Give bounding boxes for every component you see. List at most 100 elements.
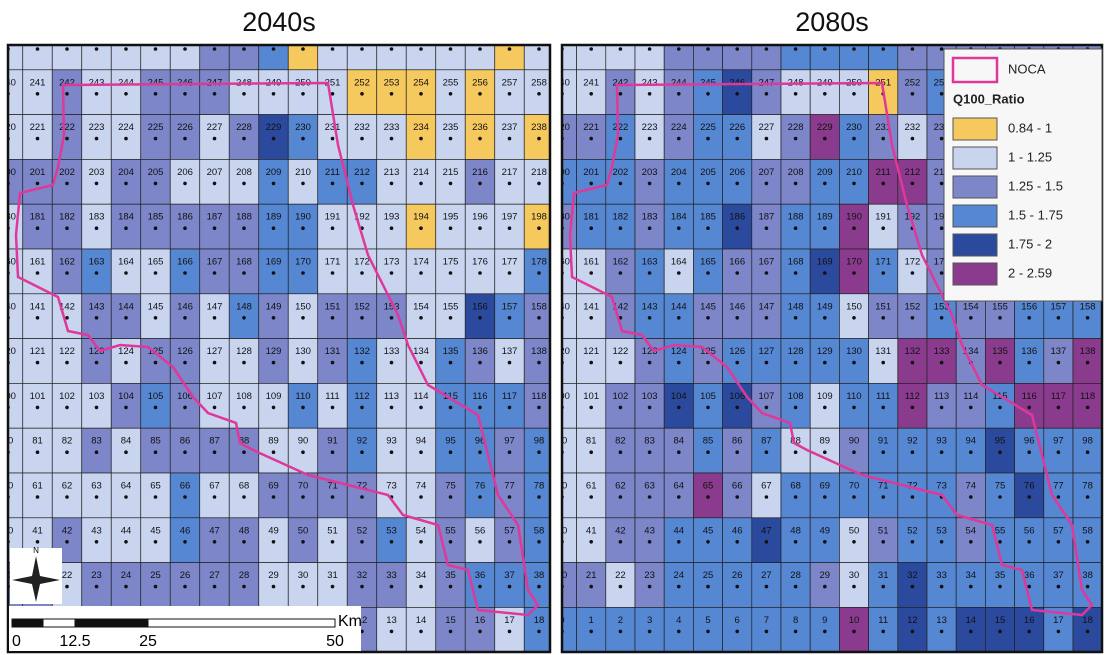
cell-label: 158 — [1080, 301, 1096, 312]
legend-label: 1 - 1.25 — [1008, 149, 1052, 164]
cell-label: 54 — [416, 525, 427, 536]
cell-label: 216 — [472, 167, 488, 178]
cell-centroid — [330, 92, 335, 96]
cell-label: 246 — [177, 77, 193, 88]
cell-label: 174 — [413, 257, 429, 268]
cell-label: 68 — [239, 481, 250, 492]
cell-centroid — [881, 316, 885, 320]
cell-centroid — [939, 92, 944, 96]
cell-centroid — [360, 450, 364, 455]
cell-label: 210 — [846, 167, 862, 178]
cell-label: 138 — [1080, 346, 1096, 357]
cell-label: 183 — [642, 212, 658, 223]
grid-cell — [435, 472, 466, 519]
cell-label: 76 — [475, 481, 486, 492]
cell-centroid — [939, 405, 944, 410]
cell-centroid — [823, 181, 827, 186]
cell-centroid — [764, 629, 769, 634]
cell-label: 74 — [416, 481, 427, 492]
cell-centroid — [647, 584, 652, 589]
cell-label: 126 — [177, 346, 193, 357]
cell-label: 243 — [642, 77, 658, 88]
cell-label: 63 — [91, 481, 102, 492]
cell-label: 106 — [729, 391, 745, 402]
cell-label: 275 — [443, 33, 459, 44]
cell-centroid — [153, 47, 158, 51]
cell-centroid — [153, 181, 158, 186]
cell-centroid — [389, 316, 394, 320]
cell-label: 272 — [904, 33, 920, 44]
legend-label: 1.5 - 1.75 — [1008, 207, 1063, 222]
cell-centroid — [65, 47, 69, 51]
cell-label: 152 — [354, 301, 370, 312]
cell-centroid — [969, 405, 973, 410]
cell-label: 200 — [554, 167, 570, 178]
cell-label: 152 — [904, 301, 920, 312]
cell-centroid — [793, 181, 798, 186]
cell-label: 0 — [559, 615, 564, 626]
cell-label: 276 — [472, 33, 488, 44]
cell-centroid — [478, 136, 482, 141]
cell-label: 95 — [995, 436, 1006, 447]
cell-label: 68 — [790, 481, 801, 492]
cell-label: 65 — [703, 481, 714, 492]
cell-label: 26 — [180, 570, 191, 581]
cell-label: 145 — [700, 301, 716, 312]
cell-label: 97 — [1053, 436, 1064, 447]
cell-centroid — [823, 271, 827, 275]
cell-label: 272 — [354, 33, 370, 44]
cell-centroid — [419, 47, 423, 51]
cell-label: 75 — [445, 481, 456, 492]
cell-label: 36 — [475, 570, 486, 581]
cell-label: 164 — [671, 257, 687, 268]
cell-label: 271 — [325, 33, 341, 44]
cell-label: 16 — [1024, 615, 1035, 626]
cell-centroid — [764, 47, 769, 51]
cell-centroid — [507, 181, 512, 186]
cell-centroid — [94, 136, 99, 141]
cell-label: 21 — [586, 570, 597, 581]
cell-label: 23 — [644, 570, 655, 581]
cell-centroid — [65, 316, 69, 320]
cell-label: 108 — [788, 391, 804, 402]
cell-centroid — [124, 405, 128, 410]
cell-label: 101 — [583, 391, 599, 402]
cell-centroid — [35, 450, 40, 455]
cell-label: 189 — [266, 212, 282, 223]
cell-centroid — [852, 92, 856, 96]
cell-centroid — [677, 450, 681, 455]
cell-label: 148 — [788, 301, 804, 312]
cell-centroid — [65, 540, 69, 544]
cell-centroid — [419, 360, 423, 365]
cell-label: 89 — [268, 436, 279, 447]
cell-centroid — [793, 136, 798, 141]
cell-label: 29 — [268, 570, 279, 581]
cell-centroid — [735, 226, 739, 230]
cell-centroid — [242, 271, 246, 275]
cell-centroid — [910, 360, 915, 365]
cell-label: 96 — [1024, 436, 1035, 447]
cell-label: 46 — [180, 525, 191, 536]
cell-label: 48 — [790, 525, 801, 536]
scale-label: 0 — [12, 633, 21, 650]
scale-segment — [42, 618, 76, 628]
cell-label: 132 — [354, 346, 370, 357]
cell-label: 54 — [966, 525, 977, 536]
cell-centroid — [910, 540, 915, 544]
cell-centroid — [507, 540, 512, 544]
cell-label: 77 — [504, 481, 515, 492]
cell-centroid — [735, 405, 739, 410]
cell-centroid — [448, 540, 453, 544]
cell-label: 142 — [612, 301, 628, 312]
cell-centroid — [881, 360, 885, 365]
cell-label: 245 — [148, 77, 164, 88]
cell-centroid — [589, 316, 593, 320]
cell-label: 227 — [207, 122, 223, 133]
cell-label: 115 — [443, 391, 458, 402]
cell-label: 146 — [729, 301, 745, 312]
cell-label: 107 — [207, 391, 223, 402]
cell-centroid — [124, 540, 128, 544]
cell-label: 193 — [934, 212, 950, 223]
cell-label: 114 — [963, 391, 978, 402]
cell-centroid — [881, 540, 885, 544]
